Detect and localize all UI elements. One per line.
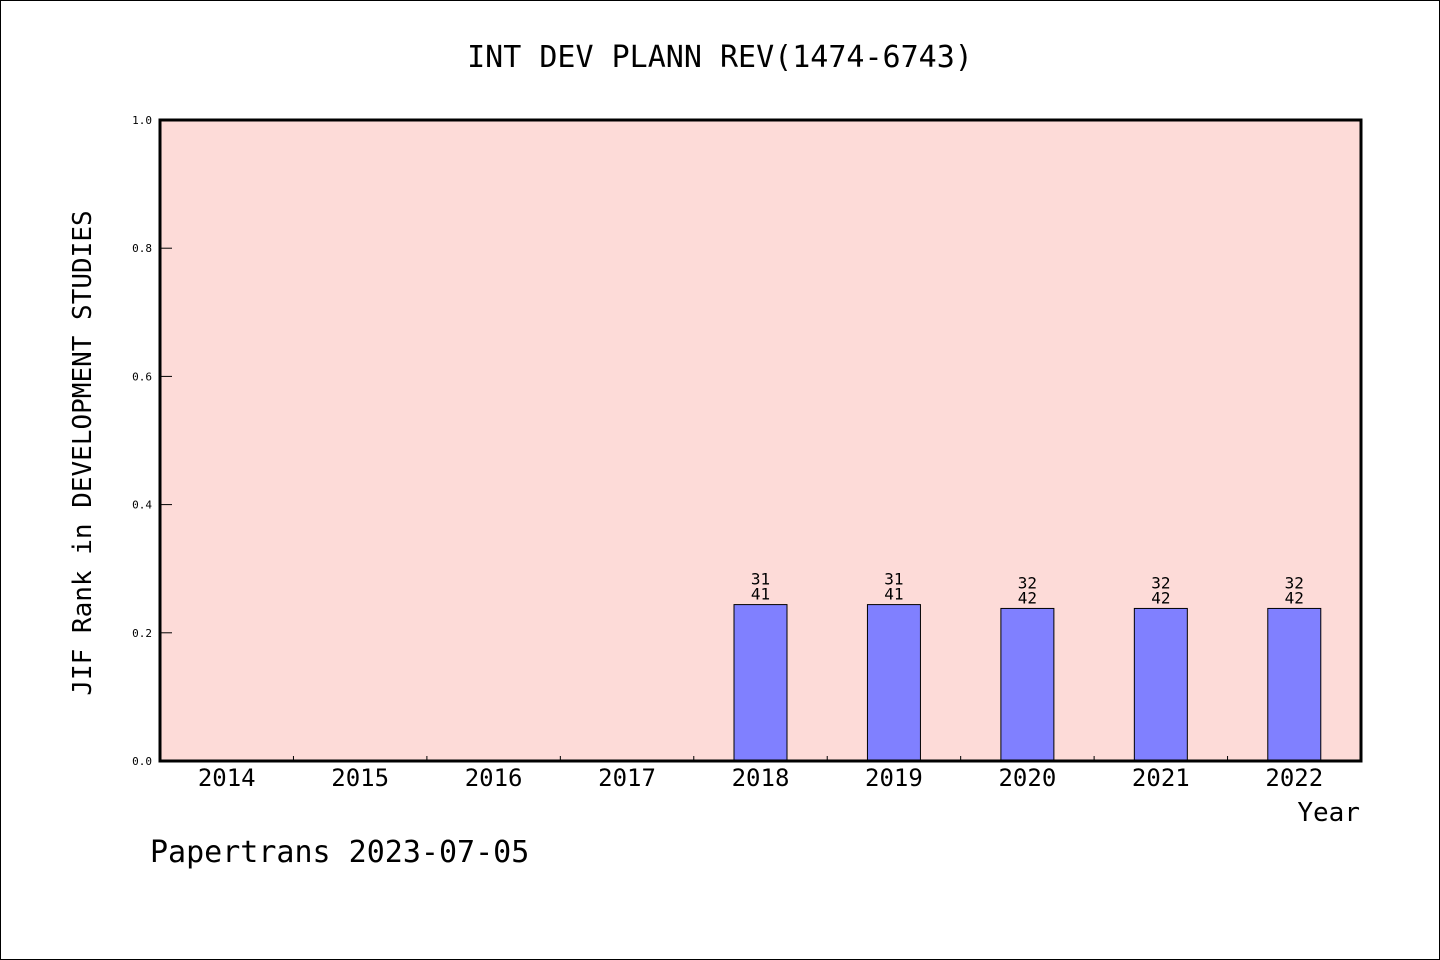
y-tick-label: 0.2: [132, 627, 152, 640]
x-axis: 2014 2015 2016 2017 2018 2019 2020 2021 2022: [198, 756, 1323, 792]
chart-title: INT DEV PLANN REV(1474-6743): [467, 40, 973, 75]
bar: [866, 604, 921, 762]
y-tick-label: 0.6: [132, 370, 152, 383]
bar-rank-label: 32: [1285, 573, 1304, 592]
y-axis-label: JIF Rank in DEVELOPMENT STUDIES: [68, 210, 98, 695]
bar-total-label: 42: [1151, 588, 1170, 607]
bar: [1000, 607, 1055, 762]
bar-total-label: 41: [884, 585, 903, 604]
x-tick-label: 2021: [1132, 764, 1190, 792]
bar-rank-label: 31: [884, 570, 903, 589]
x-tick-label: 2019: [865, 764, 923, 792]
x-axis-label: Year: [1297, 798, 1360, 828]
x-tick-label: 2022: [1265, 764, 1323, 792]
bar: [1133, 607, 1188, 762]
x-tick-label: 2016: [465, 764, 523, 792]
footer-text: Papertrans 2023-07-05: [150, 835, 530, 870]
bar-total-label: 42: [1018, 588, 1037, 607]
y-tick-label: 1.0: [132, 114, 152, 127]
y-tick-label: 0.8: [132, 242, 152, 255]
x-tick-label: 2014: [198, 764, 256, 792]
bar-rank-label: 32: [1018, 573, 1037, 592]
x-tick-label: 2018: [732, 764, 790, 792]
bar-rank-label: 31: [751, 570, 770, 589]
y-axis: 0.0 0.2 0.4 0.6 0.8 1.0: [132, 114, 172, 768]
bar-total-label: 42: [1285, 588, 1304, 607]
x-tick-label: 2020: [998, 764, 1056, 792]
bar-rank-label: 32: [1151, 573, 1170, 592]
bar-total-label: 41: [751, 585, 770, 604]
x-tick-label: 2015: [331, 764, 389, 792]
y-tick-label: 0.0: [132, 755, 152, 768]
x-tick-label: 2017: [598, 764, 656, 792]
bar: [1267, 607, 1322, 762]
plot-border: [158, 118, 1363, 763]
y-tick-label: 0.4: [132, 499, 152, 512]
bar: [733, 604, 788, 762]
